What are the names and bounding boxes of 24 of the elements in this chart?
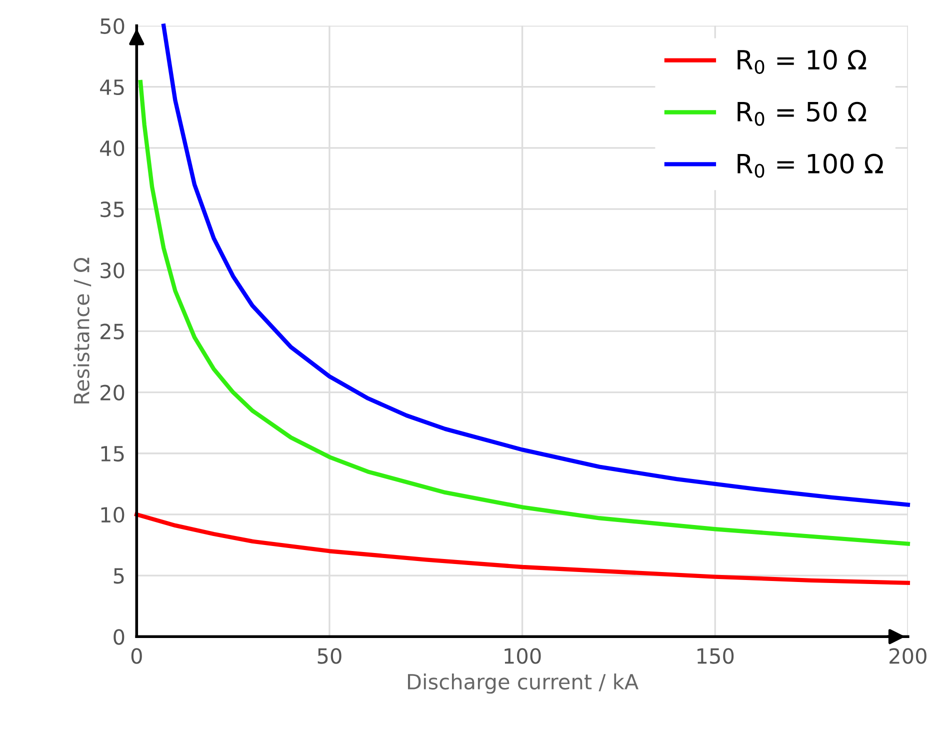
y-tick-label: 50: [100, 18, 124, 34]
legend-label: R$_{0}$ = 50 Ω: [738, 102, 866, 126]
y-tick-label: 35: [100, 201, 124, 218]
legend-label: R$_{0}$ = 100 Ω: [738, 154, 883, 178]
line-series: [134, 512, 910, 585]
y-tick-label: 0: [114, 629, 124, 645]
y-tick-label: 40: [100, 140, 124, 156]
y-tick-label: 5: [114, 568, 124, 584]
y-tick-label: 20: [100, 384, 124, 400]
x-tick-label: 0: [131, 648, 142, 664]
line-series: [162, 24, 910, 507]
x-axis-title: Discharge current / kA: [408, 673, 638, 694]
line-series: [138, 80, 910, 546]
y-tick-label: 45: [100, 80, 124, 96]
x-tick-label: 50: [318, 648, 342, 664]
x-tick-label: 100: [504, 648, 541, 664]
y-tick-label: 25: [100, 324, 124, 340]
y-tick-label: 10: [101, 506, 124, 523]
x-tick-label: 200: [890, 648, 926, 664]
x-tick-label: 150: [698, 648, 734, 664]
y-axis-title: Resistance / Ω: [73, 258, 92, 404]
legend-label: R$_{0}$ = 10 Ω: [738, 50, 866, 74]
y-tick-label: 15: [101, 446, 124, 462]
y-tick-label: 30: [100, 262, 124, 278]
